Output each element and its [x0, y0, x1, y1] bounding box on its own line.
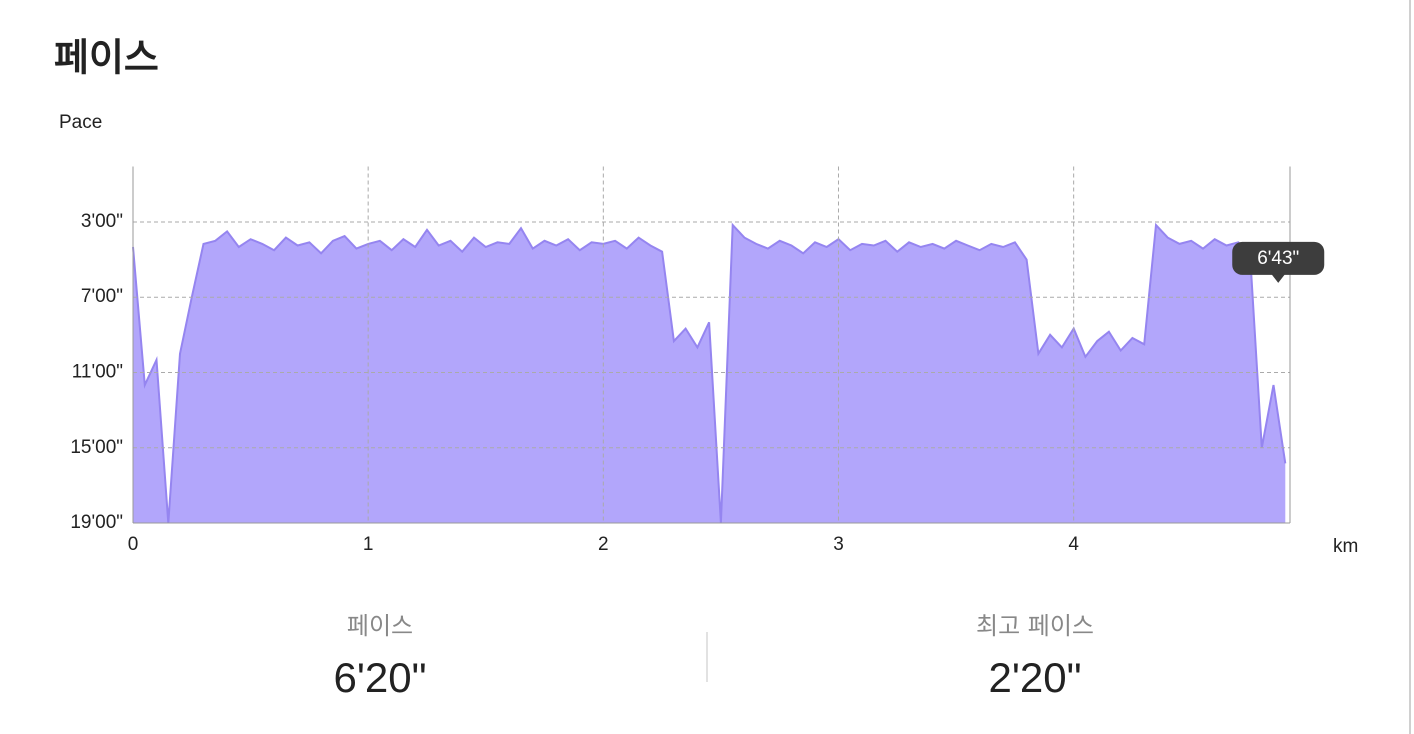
y-tick-label: 19'00": [70, 512, 123, 533]
pace-line: [132, 222, 1287, 524]
y-tick-label: 7'00": [81, 286, 123, 307]
y-tick-label: 3'00": [81, 211, 123, 232]
x-tick-label: 0: [128, 534, 139, 555]
stat-label: 최고 페이스: [976, 612, 1094, 640]
y-axis-label: Pace: [59, 112, 102, 133]
stat-label: 페이스: [347, 612, 413, 640]
stat-value: 6'20": [333, 654, 426, 701]
tooltip-pointer: [1271, 273, 1286, 283]
x-tick-label: 3: [833, 534, 844, 555]
x-tick-label: 1: [363, 534, 374, 555]
page-title: 페이스: [54, 36, 159, 80]
x-axis-label: km: [1333, 536, 1358, 557]
stat-value: 2'20": [988, 654, 1081, 701]
y-tick-label: 15'00": [70, 437, 123, 458]
y-tick-label: 11'00": [72, 361, 123, 382]
area-fill: [133, 225, 1286, 523]
tooltip-box: [1232, 241, 1325, 275]
x-tick-label: 2: [598, 534, 609, 555]
x-tick-label: 4: [1068, 534, 1079, 555]
tooltip-label: 6'43": [1257, 248, 1299, 269]
